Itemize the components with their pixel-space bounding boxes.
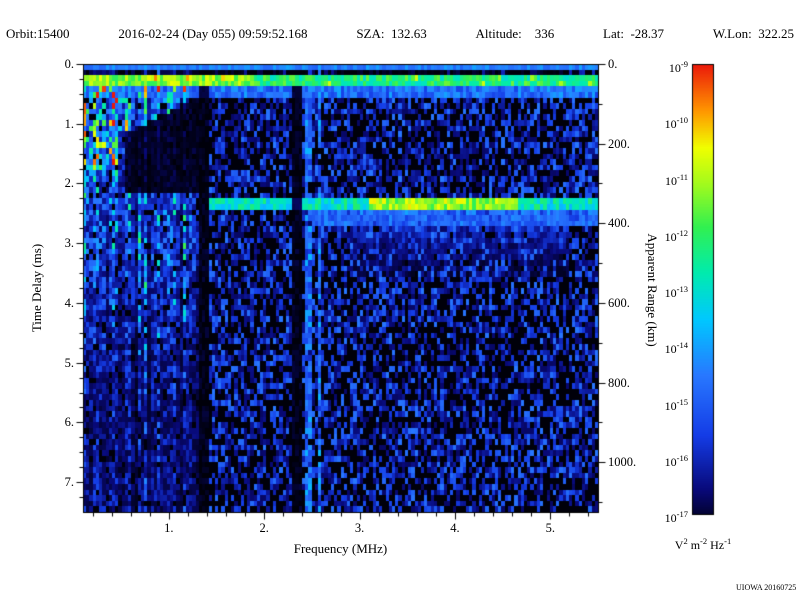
x-tick-label: 5.	[545, 521, 555, 535]
y2-tick-label: 600.	[608, 295, 630, 310]
x-tick-label: 3.	[354, 521, 365, 535]
credit-label: UIOWA 20160725	[736, 583, 797, 592]
header-info: Orbit:15400 2016-02-24 (Day 055) 09:59:5…	[6, 26, 794, 42]
y-tick-label: 0.	[64, 57, 74, 71]
x-tick-label: 1.	[164, 521, 174, 535]
colorbar-tick-label: 10-16	[664, 452, 688, 469]
y-tick-label: 1.	[64, 116, 74, 131]
colorbar-units-label: V2 m-2 Hz-1	[674, 536, 732, 552]
altitude-label: Altitude: 336	[475, 26, 555, 41]
y-tick-label: 3.	[64, 236, 74, 251]
colorbar-tick-label: 10-9	[668, 59, 688, 75]
y2-tick-label: 400.	[608, 216, 630, 231]
sza-label: SZA: 132.63	[356, 26, 427, 41]
longitude-label: W.Lon: 322.25	[712, 26, 794, 41]
y-tick-label: 6.	[64, 415, 74, 430]
datetime-label: 2016-02-24 (Day 055) 09:59:52.168	[118, 26, 308, 41]
colorbar-tick-label: 10-10	[664, 115, 688, 132]
y-tick-label: 2.	[64, 176, 74, 191]
y-tick-label: 5.	[64, 355, 74, 370]
colorbar-tick-label: 10-13	[664, 284, 688, 300]
y2-tick-label: 200.	[608, 136, 630, 151]
x-tick-label: 4.	[450, 521, 460, 535]
colorbar-tick-label: 10-17	[664, 509, 688, 525]
y-tick-label: 7.	[64, 475, 74, 490]
y2-tick-label: 0.	[608, 57, 618, 71]
x-tick-label: 2.	[259, 521, 269, 535]
y-axis-title: Time Delay (ms)	[29, 243, 44, 333]
y2-tick-label: 1000.	[608, 455, 637, 470]
y-tick-label: 4.	[64, 295, 74, 310]
x-axis-title: Frequency (MHz)	[293, 541, 388, 556]
orbit-label: Orbit:15400	[6, 26, 70, 41]
latitude-label: Lat: -28.37	[603, 26, 665, 41]
colorbar-tick-label: 10-14	[664, 340, 688, 357]
y2-tick-label: 800.	[608, 375, 630, 390]
colorbar-tick-label: 10-15	[664, 396, 688, 413]
colorbar-tick-label: 10-11	[664, 171, 688, 188]
colorbar-tick-label: 10-12	[664, 227, 688, 244]
